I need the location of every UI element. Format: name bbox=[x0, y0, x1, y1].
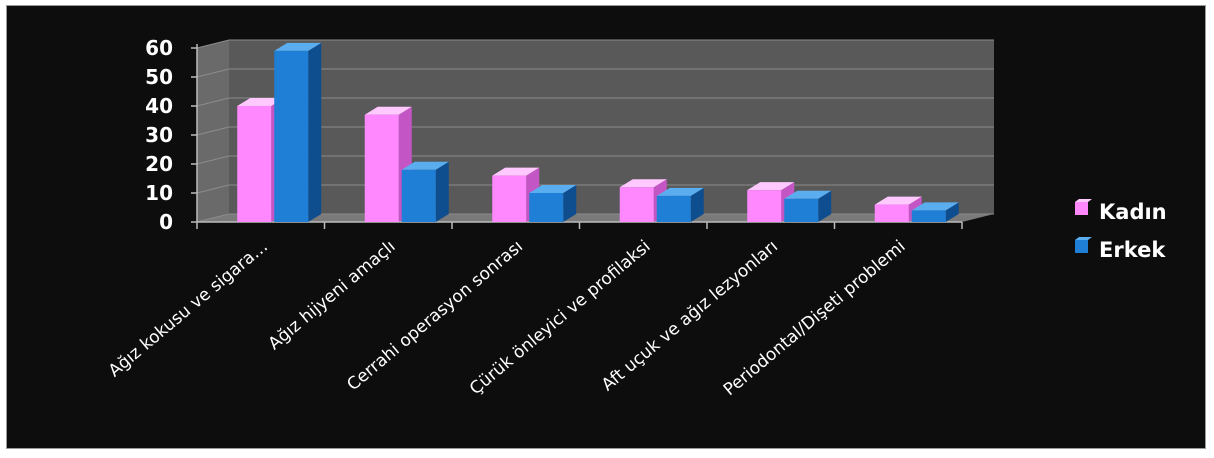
category-label: Ağız hijyeni amaçlı bbox=[265, 237, 400, 355]
bar-front bbox=[237, 106, 272, 222]
bar-side bbox=[690, 187, 704, 222]
bar-kadın bbox=[747, 182, 795, 222]
bar-erkek bbox=[401, 161, 449, 222]
gridline bbox=[196, 126, 994, 136]
bar-erkek bbox=[911, 202, 959, 222]
bar-top bbox=[656, 187, 704, 196]
bar-kadın bbox=[364, 106, 412, 222]
bar-front bbox=[364, 114, 399, 222]
chart-frame: 0 10 20 30 40 50 60 Ağız kokusu ve sigara… Ağız… bbox=[6, 5, 1206, 449]
bar-side bbox=[308, 42, 322, 223]
y-tick-label: 40 bbox=[145, 94, 173, 118]
bar-side bbox=[563, 185, 577, 222]
gridline bbox=[196, 213, 994, 223]
bar-front bbox=[656, 195, 691, 222]
bar-top bbox=[874, 196, 922, 205]
bar-front bbox=[911, 210, 946, 222]
bar-chart: 0 10 20 30 40 50 60 Ağız kokusu ve sigara…Ağız… bbox=[105, 36, 1167, 401]
bar-front bbox=[784, 198, 819, 222]
bar-front bbox=[874, 204, 909, 222]
legend: Kadın Erkek bbox=[1075, 199, 1167, 262]
legend-label: Kadın bbox=[1099, 200, 1167, 224]
legend-swatch bbox=[1075, 240, 1088, 253]
bar-top bbox=[911, 202, 959, 211]
legend-label: Erkek bbox=[1099, 238, 1166, 262]
legend-key-erkek bbox=[1075, 237, 1092, 253]
category-label: Ağız kokusu ve sigara… bbox=[105, 237, 272, 382]
bar-top bbox=[529, 185, 577, 193]
bar-top bbox=[237, 98, 285, 106]
y-tick-label: 50 bbox=[145, 65, 173, 89]
x-axis-labels: Ağız kokusu ve sigara…Ağız hijyeni amaçl… bbox=[105, 237, 910, 401]
bar-erkek bbox=[784, 190, 832, 222]
bar-top bbox=[401, 161, 449, 170]
bar-front bbox=[619, 187, 654, 222]
bar-erkek bbox=[656, 187, 704, 222]
y-tick-label: 20 bbox=[145, 152, 173, 176]
bar-erkek bbox=[529, 185, 577, 222]
bar-side bbox=[818, 190, 832, 222]
bar-front bbox=[747, 190, 782, 222]
bar-side bbox=[435, 161, 449, 222]
gridline bbox=[196, 184, 994, 194]
bar-top bbox=[784, 190, 832, 199]
bar-kadın bbox=[874, 196, 922, 222]
gridline bbox=[196, 155, 994, 165]
gridline bbox=[196, 97, 994, 107]
legend-key-kadın bbox=[1075, 199, 1092, 215]
axes bbox=[191, 44, 963, 229]
gridline bbox=[196, 39, 994, 49]
gridlines bbox=[196, 39, 994, 223]
bar-side bbox=[945, 202, 959, 222]
y-tick-label: 60 bbox=[145, 36, 173, 60]
bar-front bbox=[529, 193, 564, 222]
y-tick-label: 0 bbox=[159, 210, 173, 234]
bar-top bbox=[492, 167, 540, 176]
bar-front bbox=[401, 169, 436, 222]
y-tick-label: 30 bbox=[145, 123, 173, 147]
legend-swatch-top bbox=[1075, 237, 1092, 240]
bar-top bbox=[274, 42, 322, 51]
bar-top bbox=[619, 179, 667, 188]
gridline bbox=[196, 68, 994, 78]
bar-front bbox=[274, 50, 309, 223]
y-tick-label: 10 bbox=[145, 181, 173, 205]
legend-swatch-top bbox=[1075, 199, 1092, 202]
bar-front bbox=[492, 175, 527, 222]
bars bbox=[237, 42, 959, 223]
bar-erkek bbox=[274, 42, 322, 223]
y-axis-ticks: 0 10 20 30 40 50 60 bbox=[145, 36, 173, 234]
bar-top bbox=[747, 182, 795, 191]
bar-top bbox=[364, 106, 412, 115]
legend-swatch bbox=[1075, 202, 1088, 215]
